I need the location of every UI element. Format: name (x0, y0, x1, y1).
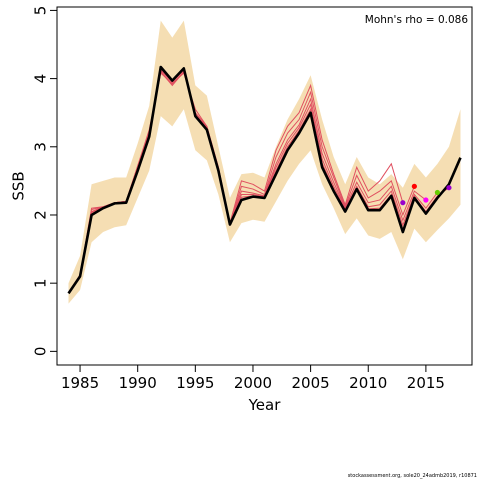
x-axis-title: Year (248, 396, 282, 414)
x-tick-label-1985: 1985 (61, 374, 99, 392)
confidence-band (68, 20, 461, 304)
x-tick-label-2000: 2000 (234, 374, 272, 392)
ssb-confidence-band (68, 20, 461, 304)
y-tick-label-0: 0 (32, 347, 50, 357)
x-tick-label-2005: 2005 (292, 374, 330, 392)
y-tick-label-1: 1 (32, 278, 50, 288)
x-axis: 1985 1990 1995 2000 2005 2010 2015 (61, 364, 445, 392)
x-tick-label-1995: 1995 (176, 374, 214, 392)
y-tick-label-2: 2 (32, 210, 50, 220)
y-axis-title: SSB (10, 171, 28, 200)
terminal-point-2013 (400, 200, 406, 206)
y-axis: 0 1 2 3 4 5 (32, 6, 58, 356)
terminal-points (400, 183, 452, 206)
footer-source: stockassessment.org, sole20_24admb2019, … (347, 473, 477, 479)
terminal-point-2017 (446, 185, 452, 191)
y-tick-label-4: 4 (32, 74, 50, 84)
terminal-point-2016 (434, 189, 441, 196)
x-tick-label-1990: 1990 (119, 374, 157, 392)
y-tick-label-5: 5 (32, 6, 50, 16)
final-ssb-series-line (67, 65, 462, 295)
x-tick-label-2010: 2010 (349, 374, 387, 392)
terminal-point-2014 (411, 183, 417, 189)
terminal-point-2015 (423, 197, 429, 203)
mohns-rho-annotation: Mohn's rho = 0.086 (365, 14, 469, 26)
y-tick-label-3: 3 (32, 142, 50, 152)
final-ssb-line (67, 65, 462, 295)
x-tick-label-2015: 2015 (407, 374, 445, 392)
